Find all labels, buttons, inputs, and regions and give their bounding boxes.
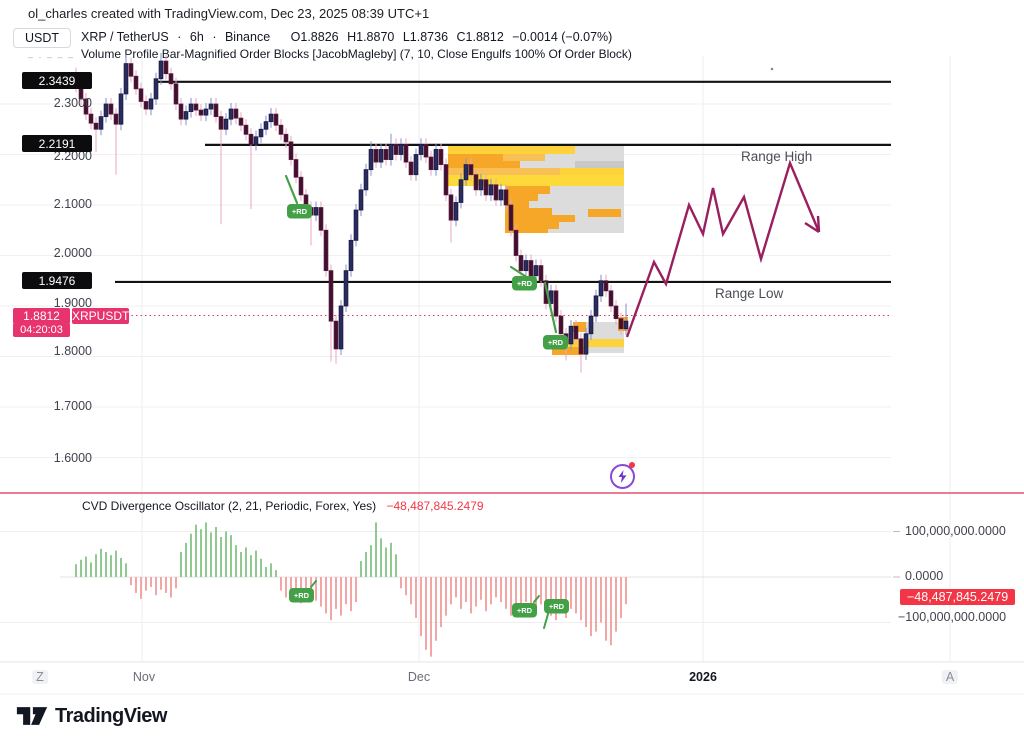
key-level-price-label: 2.3439: [22, 72, 92, 89]
lightning-bolt-icon: [618, 470, 627, 483]
price-scale-label: 1.9000: [53, 296, 92, 310]
volume-profile-bar: [505, 208, 552, 215]
volume-profile-bar: [448, 154, 503, 162]
rd-marker-tail: [533, 595, 540, 603]
bar-countdown-label: 04:20:03: [13, 323, 70, 337]
exchange-label: Binance: [224, 30, 271, 44]
volume-profile-bar: [448, 175, 624, 186]
oscillator-axis-100m: 100,000,000.0000: [905, 524, 1006, 538]
close-value: C1.8812: [456, 30, 504, 44]
volume-profile-bar: [448, 146, 575, 154]
volume-profile-bar: [573, 322, 586, 332]
time-axis-label: Nov: [132, 670, 156, 684]
volume-profile-bar: [505, 194, 538, 201]
tradingview-logo-text: TradingView: [55, 704, 167, 727]
price-scale-label: 1.6000: [53, 451, 92, 465]
svg-text:+RD: +RD: [292, 207, 308, 216]
clipped-price-label: – · – – –: [28, 52, 75, 62]
rd-marker-badge: +RD: [544, 599, 569, 614]
price-scale-label: 1.8000: [53, 344, 92, 358]
oscillator-axis-zero: 0.0000: [905, 569, 944, 583]
volume-profile-bar: [588, 209, 621, 217]
rd-marker-line: [509, 265, 527, 278]
volume-profile-bar: [560, 168, 624, 175]
volume-profile-bar: [552, 347, 588, 355]
oscillator-title: CVD Divergence Oscillator (2, 21, Period…: [82, 499, 377, 513]
volume-profile-bar: [505, 229, 548, 233]
time-axis-label: 2026: [689, 670, 717, 684]
price-scale-label: 2.3000: [53, 96, 92, 110]
rd-marker-badge: +RD: [512, 276, 537, 291]
rd-marker-badge: +RD: [289, 588, 314, 603]
volume-profile-bar: [448, 161, 520, 168]
volume-profile-bar: [505, 215, 575, 222]
projection-zigzag[interactable]: [625, 159, 821, 338]
legend-separator: ·: [212, 30, 217, 44]
rd-marker-tail: [310, 580, 317, 588]
price-scale-label: 2.0000: [53, 246, 92, 260]
price-scale-label: 2.2000: [53, 149, 92, 163]
volume-profile-bar: [505, 222, 559, 229]
change-value: −0.0014 (−0.07%): [512, 30, 613, 44]
time-axis-label: Dec: [407, 670, 431, 684]
volume-profile-bar: [505, 186, 550, 194]
currency-toggle-button[interactable]: USDT: [13, 28, 72, 48]
price-scale-label: 2.1000: [53, 197, 92, 211]
stray-dot: [770, 67, 774, 71]
symbol-name[interactable]: XRP / TetherUS: [81, 30, 169, 44]
rd-marker-badge: +RD: [287, 204, 312, 219]
projection-arrowhead: [816, 215, 821, 233]
low-value: L1.8736: [402, 30, 449, 44]
volume-profile-bar: [505, 201, 529, 208]
svg-text:+RD: +RD: [517, 606, 533, 615]
price-scale-label: 1.7000: [53, 399, 92, 413]
legend-separator: ·: [177, 30, 182, 44]
volume-profile-bar: [503, 154, 545, 161]
svg-text:+RD: +RD: [517, 279, 533, 288]
tradingview-logo[interactable]: TradingView: [16, 703, 167, 729]
projection-arrowhead: [804, 221, 820, 234]
rd-marker-tail: [543, 613, 549, 629]
rd-marker-badge: +RD: [512, 603, 537, 618]
volume-profile-block: [575, 161, 624, 169]
range-low-annotation: Range Low: [715, 286, 784, 301]
rd-marker-line: [284, 174, 299, 205]
rd-marker-badge: +RD: [543, 335, 568, 350]
symbol-legend-row: XRP / TetherUS · 6h · Binance O1.8826 H1…: [81, 30, 617, 44]
current-price-label: 1.8812: [13, 308, 70, 324]
time-axis-label: A: [941, 670, 959, 684]
tradingview-logo-mark: [16, 707, 48, 725]
oscillator-legend[interactable]: CVD Divergence Oscillator (2, 21, Period…: [82, 499, 484, 513]
volume-profile-bar: [448, 168, 590, 175]
indicator-legend-row[interactable]: Volume Profile Bar-Magnified Order Block…: [81, 47, 632, 61]
open-value: O1.8826: [290, 30, 339, 44]
time-axis-label: Z: [32, 670, 48, 684]
high-value: H1.8870: [347, 30, 395, 44]
svg-text:+RD: +RD: [548, 338, 564, 347]
interval-label[interactable]: 6h: [189, 30, 204, 44]
pine-ai-icon[interactable]: [610, 464, 635, 489]
current-price-symbol-label: XRPUSDT: [72, 308, 130, 324]
svg-text:+RD: +RD: [294, 591, 310, 600]
oscillator-value: −48,487,845.2479: [386, 499, 484, 513]
cvd-histogram: [75, 522, 627, 657]
svg-text:+RD: +RD: [549, 602, 565, 611]
oscillator-axis-neg100m: −100,000,000.0000: [898, 610, 1007, 624]
notification-dot: [629, 462, 635, 468]
range-high-annotation: Range High: [741, 149, 813, 164]
rd-marker-line: [543, 281, 558, 334]
key-level-price-label: 1.9476: [22, 272, 92, 289]
key-level-price-label: 2.2191: [22, 135, 92, 152]
attribution-text: ol_charles created with TradingView.com,…: [28, 6, 430, 21]
oscillator-value-badge: −48,487,845.2479: [900, 589, 1016, 605]
